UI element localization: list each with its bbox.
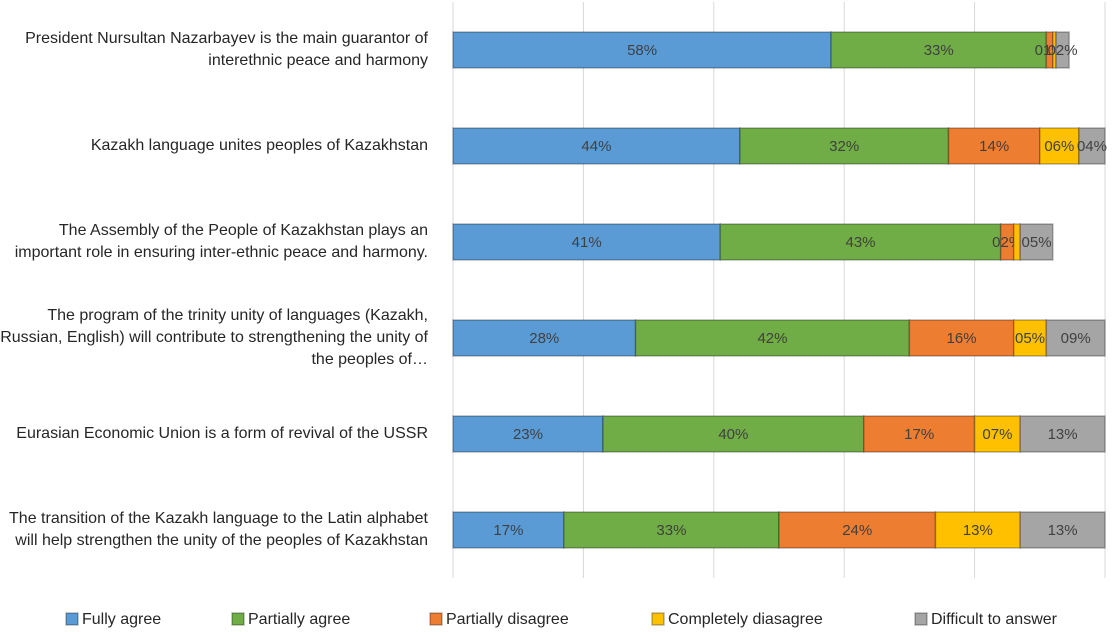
bar-segment [452, 511, 565, 549]
bar-segment [634, 319, 911, 357]
legend-swatch [231, 612, 245, 626]
data-label: 16% [947, 330, 977, 347]
bar-segment [1078, 127, 1106, 165]
bar-segment [1019, 511, 1106, 549]
legend-label: Partially disagree [446, 611, 569, 628]
bar-segment [863, 415, 976, 453]
category-label: The transition of the Kazakh language to… [9, 510, 428, 549]
data-label: 43% [845, 234, 875, 251]
category-label: The program of the trinity unity of lang… [0, 307, 428, 368]
bar-segment [1019, 415, 1106, 453]
data-label: 04% [1077, 138, 1107, 155]
legend-label: Difficult to answer [931, 611, 1058, 628]
data-label: 07% [982, 426, 1012, 443]
bar-segment [830, 31, 1048, 69]
bar-segment [908, 319, 1015, 357]
bar-segment [1045, 319, 1106, 357]
data-label: 17% [904, 426, 934, 443]
data-label: 28% [529, 330, 559, 347]
data-label: 06% [1044, 138, 1074, 155]
data-label: 05% [1022, 234, 1052, 251]
data-label: 14% [979, 138, 1009, 155]
bar-segment [1039, 127, 1080, 165]
data-label: 32% [829, 138, 859, 155]
bar-segment [934, 511, 1021, 549]
data-label: 05% [1015, 330, 1045, 347]
data-label: 41% [572, 234, 602, 251]
legend-label: Completely diasagree [668, 611, 823, 628]
category-label: Eurasian Economic Union is a form of rev… [16, 425, 428, 442]
bar-segment [452, 127, 741, 165]
data-label: 02% [1048, 42, 1078, 59]
legend-swatch [65, 612, 79, 626]
legend-label: Fully agree [82, 611, 161, 628]
bar-segment [973, 415, 1021, 453]
category-label: The Assembly of the People of Kazakhstan… [14, 222, 428, 261]
data-label: 13% [963, 522, 993, 539]
bar-segment [1012, 223, 1021, 261]
legend-swatch [429, 612, 443, 626]
data-label: 17% [493, 522, 523, 539]
data-label: 24% [842, 522, 872, 539]
bar-segment [1019, 223, 1054, 261]
data-label: 23% [513, 426, 543, 443]
data-label: 40% [718, 426, 748, 443]
legend-label: Partially agree [248, 611, 350, 628]
data-label: 42% [757, 330, 787, 347]
data-label: 44% [581, 138, 611, 155]
data-label: 13% [1048, 522, 1078, 539]
category-label: President Nursultan Nazarbayev is the ma… [25, 30, 428, 69]
bar-segment [452, 31, 832, 69]
bar-segment [1055, 31, 1070, 69]
bar-segment [778, 511, 937, 549]
bar-segment [452, 319, 637, 357]
category-label: Kazakh language unites peoples of Kazakh… [90, 137, 428, 154]
data-label: 58% [627, 42, 657, 59]
bar-segment [719, 223, 1002, 261]
bar-segment [947, 127, 1041, 165]
bar-segment [452, 223, 722, 261]
bar-segment [452, 415, 604, 453]
bar-segment [1012, 319, 1048, 357]
bar-segment [563, 511, 780, 549]
legend-swatch [914, 612, 928, 626]
bar-segment [739, 127, 950, 165]
data-label: 33% [924, 42, 954, 59]
data-label: 13% [1048, 426, 1078, 443]
data-label: 33% [656, 522, 686, 539]
legend-swatch [651, 612, 665, 626]
bar-segment [602, 415, 865, 453]
data-label: 09% [1061, 330, 1091, 347]
